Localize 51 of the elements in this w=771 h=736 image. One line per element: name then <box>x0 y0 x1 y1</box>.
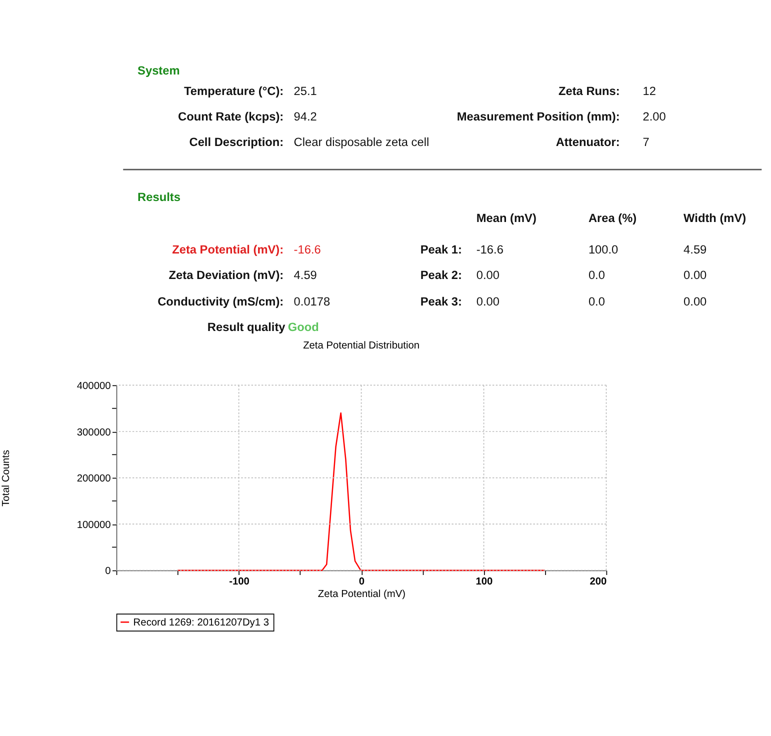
text: Peak 1: <box>420 242 462 257</box>
text: 7 <box>642 134 650 149</box>
y-tick-label: 0 <box>105 566 112 578</box>
text: Cell Description: <box>189 134 284 149</box>
text: Peak 3: <box>420 294 462 308</box>
text: Peak 2: <box>420 268 462 282</box>
line-series <box>176 412 546 571</box>
chart-title: Zeta Potential Distribution <box>303 340 420 352</box>
x-tick-label: 0 <box>358 576 365 588</box>
text: 0.0 <box>588 294 606 308</box>
x-tick-label: -100 <box>229 576 250 588</box>
text: Attenuator: <box>556 134 620 149</box>
text: 0.00 <box>476 294 500 308</box>
text: -16.6 <box>294 242 322 257</box>
text: 4.59 <box>294 268 318 282</box>
text: 0.0178 <box>294 294 331 308</box>
text: Zeta Potential (mV): <box>172 242 284 257</box>
y-tick-label: 300000 <box>76 427 112 438</box>
text: 0.00 <box>684 268 708 282</box>
text: Count Rate (kcps): <box>178 109 284 124</box>
text: Temperature (°C): <box>184 84 284 98</box>
text: 2.00 <box>642 109 666 124</box>
text: 0.0 <box>588 268 606 282</box>
legend-label: Record 1269: 20161207Dy1 3 <box>133 618 270 629</box>
text: Result quality <box>207 320 286 334</box>
text: Measurement Position (mm): <box>456 109 620 124</box>
text: Results <box>138 190 181 204</box>
text: Conductivity (mS/cm): <box>158 294 284 308</box>
text: Zeta Deviation (mV): <box>168 268 284 282</box>
text: 4.59 <box>684 242 708 257</box>
text: 0.00 <box>684 294 708 308</box>
text: Zeta Runs: <box>558 84 620 98</box>
text: -16.6 <box>476 242 504 257</box>
text: Mean (mV) <box>476 211 536 226</box>
text: 100.0 <box>588 242 619 257</box>
y-tick-label: 200000 <box>76 474 112 485</box>
text: 94.2 <box>294 109 317 124</box>
text: 12 <box>642 84 656 98</box>
y-tick-label: 400000 <box>76 381 112 392</box>
x-axis-title: Zeta Potential (mV) <box>318 589 406 600</box>
text: 25.1 <box>294 84 318 98</box>
text: System <box>138 63 180 78</box>
text: Area (%) <box>588 211 637 226</box>
x-tick-label: 200 <box>590 576 608 588</box>
text: 0.00 <box>476 268 500 282</box>
text: Clear disposable zeta cell <box>294 134 430 149</box>
x-tick-label: 100 <box>476 576 494 588</box>
y-axis-title: Total Counts <box>0 450 12 506</box>
y-tick-label: 100000 <box>76 520 112 531</box>
text: Width (mV) <box>684 211 746 226</box>
text: Good <box>288 320 319 334</box>
